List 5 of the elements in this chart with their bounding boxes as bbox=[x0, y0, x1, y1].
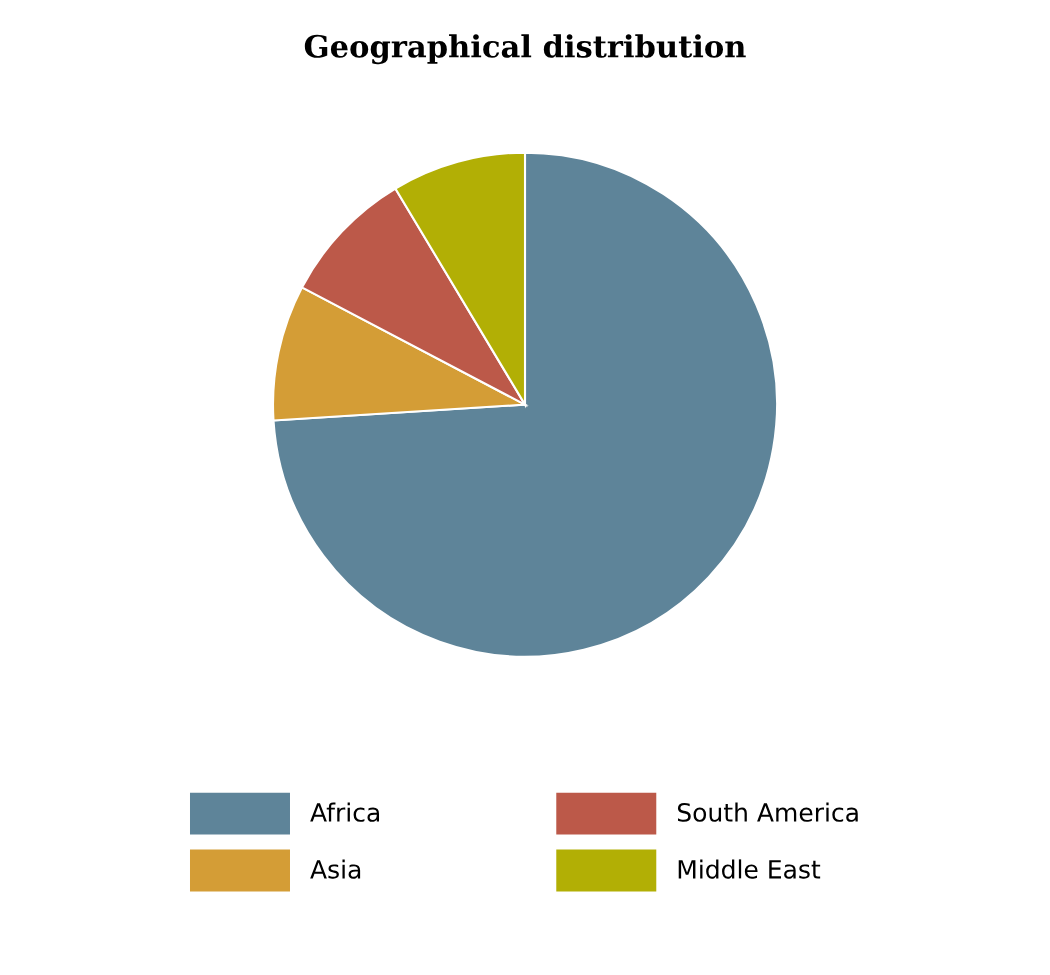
chart-title: Geographical distribution bbox=[304, 34, 746, 65]
legend-label: Africa bbox=[310, 802, 380, 822]
legend-label: Middle East bbox=[678, 859, 821, 879]
legend-label: South America bbox=[677, 802, 858, 822]
legend-label: Asia bbox=[310, 859, 361, 879]
